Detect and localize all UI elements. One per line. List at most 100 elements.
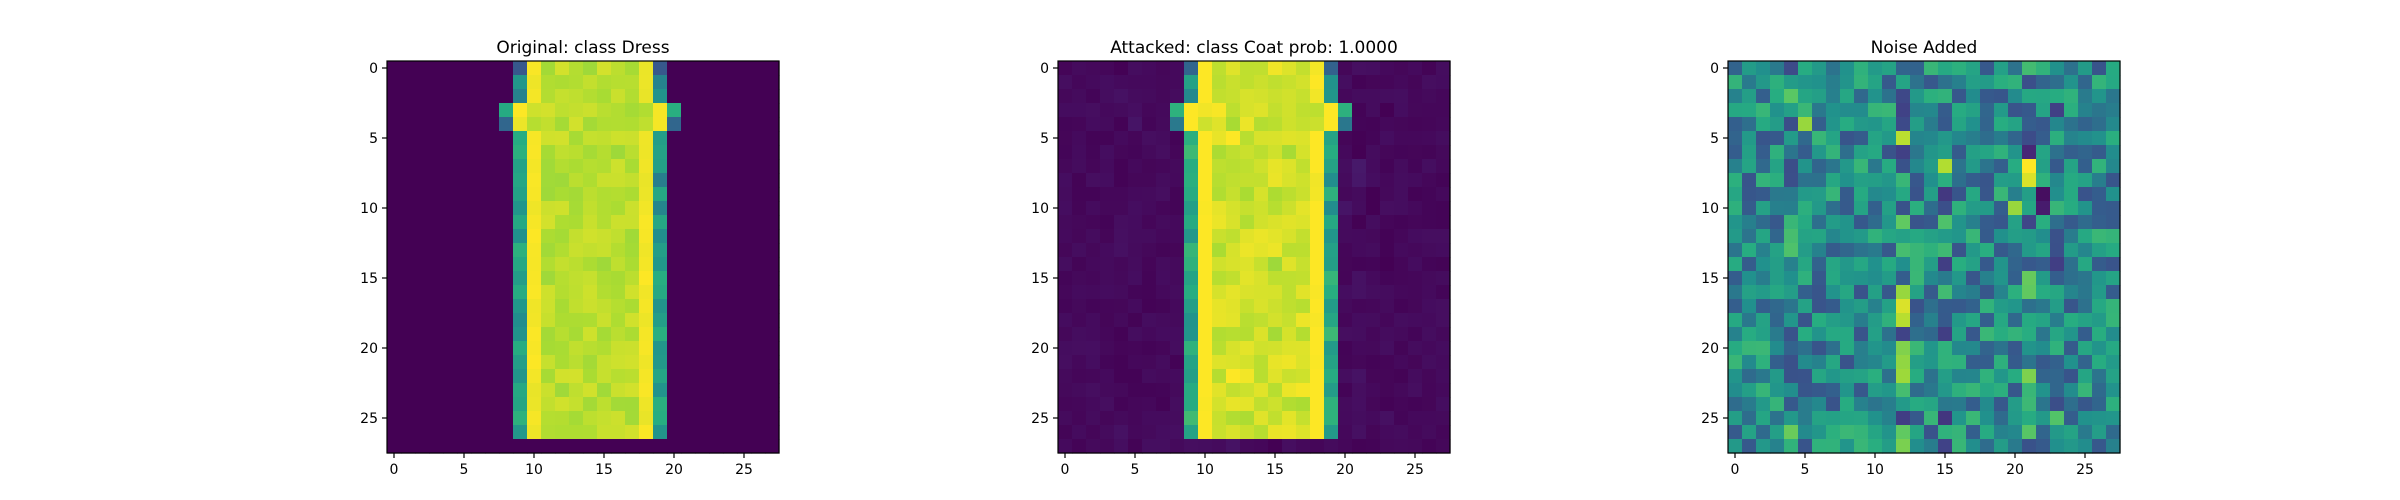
heatmap-cell	[471, 299, 486, 314]
heatmap-cell	[681, 61, 696, 76]
heatmap-cell	[1980, 117, 1995, 132]
heatmap-cell	[1212, 89, 1227, 104]
heatmap-cell	[1952, 61, 1967, 76]
heatmap-cell	[1212, 75, 1227, 90]
heatmap-cell	[1324, 187, 1339, 202]
heatmap-cell	[415, 313, 430, 328]
heatmap-cell	[1226, 117, 1241, 132]
heatmap-cell	[457, 131, 472, 146]
heatmap-cell	[513, 327, 528, 342]
heatmap-cell	[1254, 131, 1269, 146]
heatmap-cell	[1924, 89, 1939, 104]
heatmap-cell	[1980, 285, 1995, 300]
heatmap-cell	[1156, 131, 1171, 146]
heatmap-cell	[555, 341, 570, 356]
heatmap-cell	[1170, 117, 1185, 132]
heatmap-cell	[1840, 355, 1855, 370]
heatmap-cell	[541, 159, 556, 174]
heatmap-cell	[1812, 271, 1827, 286]
heatmap-cell	[1436, 369, 1451, 384]
heatmap-cell	[2106, 369, 2121, 384]
heatmap-cell	[653, 187, 668, 202]
heatmap-cell	[583, 229, 598, 244]
heatmap-cell	[1366, 117, 1381, 132]
heatmap-cell	[1840, 313, 1855, 328]
heatmap-cell	[415, 299, 430, 314]
heatmap-cell	[1728, 327, 1743, 342]
heatmap-cell	[1770, 383, 1785, 398]
heatmap-cell	[1352, 271, 1367, 286]
heatmap-cell	[1380, 439, 1395, 454]
heatmap-cell	[1128, 425, 1143, 440]
heatmap-cell	[1086, 145, 1101, 160]
heatmap-cell	[1114, 145, 1129, 160]
heatmap-cell	[751, 187, 766, 202]
heatmap-cell	[1170, 61, 1185, 76]
heatmap-cell	[1226, 173, 1241, 188]
heatmap-cell	[443, 229, 458, 244]
heatmap-cell	[751, 103, 766, 118]
heatmap-cell	[1896, 89, 1911, 104]
heatmap-cell	[1980, 271, 1995, 286]
heatmap-cell	[1980, 173, 1995, 188]
heatmap-cell	[513, 131, 528, 146]
heatmap-cell	[471, 89, 486, 104]
heatmap-cell	[1966, 117, 1981, 132]
heatmap-cell	[1100, 145, 1115, 160]
heatmap-cell	[429, 187, 444, 202]
heatmap-cell	[1798, 439, 1813, 454]
heatmap-cell	[1310, 299, 1325, 314]
heatmap-cell	[1156, 187, 1171, 202]
heatmap-cell	[2050, 271, 2065, 286]
heatmap-cell	[1240, 75, 1255, 90]
heatmap-cell	[569, 145, 584, 160]
heatmap-cell	[2064, 439, 2079, 454]
heatmap-cell	[695, 439, 710, 454]
heatmap-cell	[387, 341, 402, 356]
heatmap-cell	[1812, 369, 1827, 384]
heatmap-cell	[499, 327, 514, 342]
heatmap-cell	[415, 271, 430, 286]
heatmap-cell	[1226, 159, 1241, 174]
heatmap-cell	[639, 341, 654, 356]
heatmap-cell	[1128, 89, 1143, 104]
heatmap-cell	[1254, 75, 1269, 90]
heatmap-cell	[485, 439, 500, 454]
heatmap-cell	[1994, 397, 2009, 412]
heatmap-cell	[611, 341, 626, 356]
heatmap-cell	[1212, 369, 1227, 384]
heatmap-cell	[2008, 355, 2023, 370]
heatmap-cell	[695, 271, 710, 286]
heatmap-cell	[1324, 397, 1339, 412]
heatmap-cell	[1798, 383, 1813, 398]
heatmap-cell	[443, 89, 458, 104]
heatmap-cell	[1812, 313, 1827, 328]
heatmap-cell	[1380, 257, 1395, 272]
heatmap-cell	[1784, 285, 1799, 300]
heatmap-cell	[723, 313, 738, 328]
heatmap-cell	[723, 285, 738, 300]
heatmap-cell	[1784, 369, 1799, 384]
heatmap-cell	[1282, 117, 1297, 132]
heatmap-cell	[1198, 313, 1213, 328]
heatmap-cell	[2064, 313, 2079, 328]
heatmap-cell	[1980, 103, 1995, 118]
heatmap-cell	[387, 159, 402, 174]
heatmap-cell	[1980, 75, 1995, 90]
heatmap-cell	[1100, 201, 1115, 216]
heatmap-cell	[1240, 229, 1255, 244]
heatmap-cell	[1882, 341, 1897, 356]
heatmap-cell	[1394, 341, 1409, 356]
heatmap-cell	[2092, 201, 2107, 216]
heatmap-cell	[1742, 369, 1757, 384]
heatmap-cell	[2050, 383, 2065, 398]
heatmap-cell	[1282, 145, 1297, 160]
heatmap-cell	[2064, 257, 2079, 272]
heatmap-cell	[1966, 145, 1981, 160]
heatmap-cell	[1826, 383, 1841, 398]
heatmap-cell	[471, 439, 486, 454]
heatmap-cell	[1324, 89, 1339, 104]
heatmap-cell	[723, 187, 738, 202]
heatmap-cell	[1114, 187, 1129, 202]
heatmap-cell	[2036, 285, 2051, 300]
